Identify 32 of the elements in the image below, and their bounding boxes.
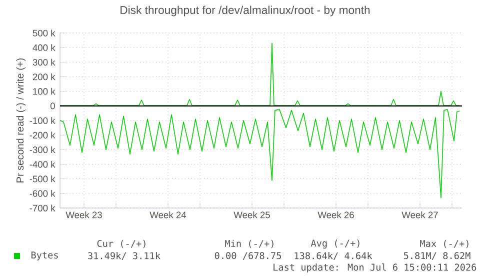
y-tick-label: -600 k <box>30 190 56 197</box>
x-tick-label: Week 27 <box>402 211 438 218</box>
x-tick-label: Week 23 <box>66 211 102 218</box>
text: Avg (-/+) <box>310 239 360 249</box>
y-tick-label: 500 k <box>32 30 56 36</box>
x-tick-label: Week 24 <box>150 211 186 218</box>
text: Min (-/+) <box>225 240 274 248</box>
y-tick-label: -200 k <box>30 132 56 139</box>
y-axis-title: Pr second read (-) / write (+) <box>16 58 26 182</box>
y-tick-label: -700 k <box>30 204 56 212</box>
chart-title: Disk throughput for /dev/almalinux/root - by month <box>120 6 370 16</box>
y-tick-label: -400 k <box>30 160 56 168</box>
y-tick-label: 400 k <box>32 44 56 52</box>
text: Cur (-/+) <box>97 240 146 248</box>
x-tick-label: Week 25 <box>234 211 270 218</box>
y-tick-label: 300 k <box>32 58 56 66</box>
y-tick-label: -100 k <box>30 117 56 124</box>
y-tick-label: -500 k <box>30 175 56 182</box>
text: 138.64k/ 4.64k <box>294 252 372 260</box>
y-tick-label: -300 k <box>30 146 56 154</box>
text: Last update: Mon Jul 6 15:00:11 2026 <box>274 263 476 273</box>
text: 5.81M/ 8.62M <box>404 252 470 260</box>
y-tick-label: 0 <box>50 102 55 110</box>
text: 0.00 /678.75 <box>214 252 281 260</box>
text: Max (-/+) <box>420 240 468 248</box>
x-tick-label: Week 26 <box>318 211 354 218</box>
legend-label: Bytes <box>31 252 58 260</box>
line-series <box>60 42 460 106</box>
y-tick-label: 100 k <box>33 88 56 95</box>
text: 31.49k/ 3.11k <box>88 252 160 260</box>
line-series <box>60 109 460 198</box>
y-tick-label: 200 k <box>32 73 56 80</box>
